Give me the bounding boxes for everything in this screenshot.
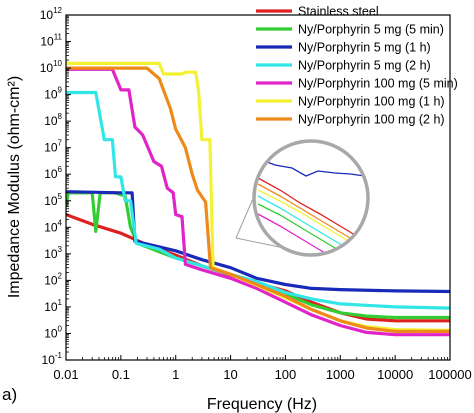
y-tick-label: 107 (44, 139, 62, 155)
series-line-1 (66, 213, 450, 323)
x-tick-label: 10000 (377, 367, 413, 382)
series-line-3 (66, 190, 450, 294)
y-tick-label: 10-1 (42, 351, 63, 367)
y-tick-label: 106 (44, 165, 62, 181)
y-tick-label: 1012 (40, 6, 63, 22)
series-line-7 (66, 66, 450, 333)
y-tick-label: 104 (44, 218, 62, 234)
axes-layer: 0.01 0.1 1 10 100 1000 10000 100000 10-1 100 101 10… (40, 6, 472, 382)
legend-label: Ny/Porphyrin 5 mg (1 h) (298, 41, 431, 55)
y-tick-label: 103 (44, 245, 62, 261)
x-tick-label: 100000 (428, 367, 471, 382)
inset-line-3 (261, 159, 366, 177)
inset-connector-top (235, 193, 256, 239)
inset-magnifier (235, 139, 370, 257)
panel-label: a) (2, 385, 17, 404)
series-line-5 (66, 67, 450, 337)
legend-label: Ny/Porphyrin 100 mg (1 h) (298, 95, 445, 109)
y-tick-label: 100 (44, 324, 62, 340)
x-tick-label: 10 (223, 367, 237, 382)
legend-label: Ny/Porphyrin 100 mg (5 min) (298, 77, 458, 91)
legend: Stainless steel Ny/Porphyrin 5 mg (5 min)… (256, 5, 458, 127)
x-tick-label: 1000 (326, 367, 355, 382)
legend-label: Ny/Porphyrin 5 mg (2 h) (298, 59, 431, 73)
y-tick-label: 101 (44, 298, 62, 314)
series-line-4 (66, 90, 450, 310)
inset-background (254, 141, 368, 255)
inset-line-5 (257, 213, 361, 255)
x-tick-label: 0.1 (112, 367, 130, 382)
x-tick-label: 1 (172, 367, 179, 382)
x-tick-label: 0.01 (53, 367, 78, 382)
y-axis-label: Impedance Modulus (ohm-cm²) (6, 76, 23, 298)
y-tick-label: 1011 (40, 33, 62, 49)
y-tick-label: 1010 (40, 59, 63, 75)
y-tick-label: 108 (44, 112, 62, 128)
inset-border (252, 139, 370, 257)
legend-label: Ny/Porphyrin 5 mg (5 min) (298, 23, 444, 37)
inset-lines (257, 159, 366, 255)
plot-frame (65, 14, 451, 361)
y-tick-label: 105 (44, 192, 62, 208)
legend-label: Stainless steel (298, 5, 379, 19)
y-tick-label: 109 (44, 86, 62, 102)
inset-line-7 (257, 183, 361, 245)
x-tick-label: 100 (275, 367, 297, 382)
x-axis-label: Frequency (Hz) (207, 396, 317, 413)
inset-connector-bottom (235, 237, 285, 249)
legend-label: Ny/Porphyrin 100 mg (2 h) (298, 113, 445, 127)
inset-line-6 (257, 189, 361, 249)
series-layer (66, 61, 450, 337)
inset-line-1 (257, 177, 361, 239)
y-tick-label: 102 (44, 271, 62, 287)
